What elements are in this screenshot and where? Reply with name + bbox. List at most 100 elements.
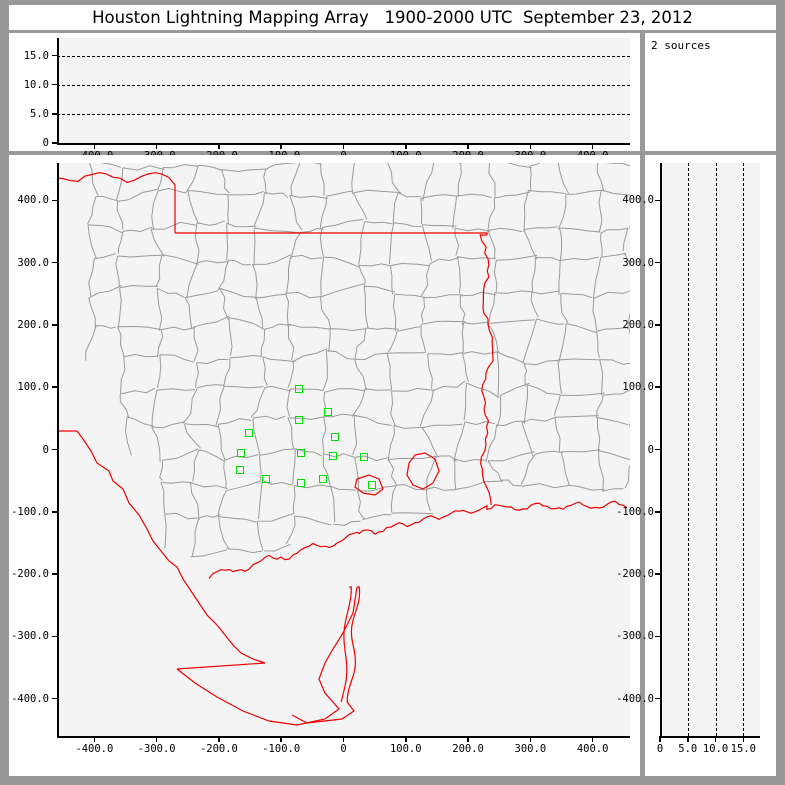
east-west-y-tick-label: 400.0 — [622, 194, 654, 207]
map-x-tick — [155, 736, 158, 742]
east-west-y-tick-label: 0 — [647, 443, 654, 456]
source-count-label: 2 sources — [651, 39, 711, 52]
map-y-tick — [52, 199, 58, 202]
lma-source-marker — [236, 449, 245, 458]
map-y-tick-label: -300.0 — [11, 630, 49, 643]
time-height-y-tick-label: 15.0 — [23, 49, 49, 62]
map-x-tick-label: 0 — [340, 743, 347, 755]
map-y-tick-label: 400.0 — [17, 194, 49, 207]
east-west-gridline — [743, 163, 745, 736]
state-and-coast-boundaries — [57, 172, 628, 726]
east-west-x-tick — [714, 736, 717, 742]
time-height-gridline — [57, 84, 630, 86]
lma-source-marker — [367, 481, 376, 489]
lma-source-marker — [331, 433, 340, 442]
time-height-y-axis — [57, 38, 59, 143]
map-x-tick-label: -200.0 — [199, 743, 238, 755]
map-y-tick — [52, 697, 58, 700]
east-west-y-tick-label: -100.0 — [616, 505, 654, 518]
map-x-tick — [218, 736, 220, 742]
plan-view-map-plot-area — [57, 163, 630, 736]
map-x-tick-label: -100.0 — [262, 743, 301, 755]
east-west-x-tick — [687, 736, 689, 742]
map-x-tick-label: -300.0 — [137, 743, 176, 755]
lma-source-marker — [296, 448, 305, 457]
time-height-x-tick — [155, 143, 158, 149]
east-west-y-tick — [655, 511, 661, 513]
map-y-tick-label: 0 — [42, 443, 49, 456]
lma-source-marker — [323, 408, 332, 417]
east-west-x-tick — [659, 736, 661, 742]
map-x-tick-label: 300.0 — [514, 743, 547, 755]
east-west-y-tick — [655, 448, 661, 451]
lma-source-marker — [296, 478, 305, 487]
east-west-y-tick-label: 200.0 — [622, 318, 654, 331]
lma-source-marker — [295, 385, 304, 394]
map-x-tick — [529, 736, 532, 742]
east-west-y-tick — [655, 261, 661, 264]
lma-source-marker — [262, 475, 271, 484]
east-west-y-tick — [655, 573, 661, 575]
time-height-y-tick — [52, 142, 58, 144]
time-height-x-tick — [280, 143, 282, 149]
time-height-y-tick — [52, 83, 58, 86]
page-title: Houston Lightning Mapping Array 1900-200… — [92, 8, 693, 27]
time-height-gridline — [57, 113, 630, 115]
time-height-y-tick-label: 5.0 — [30, 107, 49, 120]
map-x-tick — [591, 736, 594, 742]
map-y-tick — [52, 448, 58, 451]
east-west-x-tick-label: 15.0 — [730, 743, 756, 755]
map-x-tick — [93, 736, 96, 742]
lma-source-marker — [328, 451, 337, 460]
east-west-x-tick-label: 0 — [656, 743, 664, 755]
map-x-tick-label: -400.0 — [75, 743, 114, 755]
lma-source-marker — [360, 452, 369, 461]
east-west-y-tick-label: 300.0 — [622, 256, 654, 269]
county-boundaries — [85, 163, 630, 558]
east-west-x-tick-label: 5.0 — [678, 743, 698, 755]
east-west-height-panel: 400.0 300.0 200.0 100.0 0 -100.0 -200.0 -300.0 -… — [616, 155, 776, 776]
map-x-tick — [405, 736, 407, 742]
title-bar: Houston Lightning Mapping Array 1900-200… — [9, 5, 776, 30]
map-x-tick-label: 400.0 — [576, 743, 609, 755]
map-y-tick — [52, 324, 58, 326]
map-y-tick-label: 300.0 — [17, 256, 49, 269]
time-height-y-tick-label: 0 — [42, 137, 49, 149]
time-height-plot-area — [57, 38, 630, 143]
time-height-x-tick — [218, 143, 220, 149]
map-y-tick — [52, 386, 58, 388]
lma-source-marker — [295, 415, 304, 424]
east-west-plot-area — [660, 163, 760, 736]
plan-view-map-panel: 400.0 300.0 200.0 100.0 0 -100.0 -200.0 -300.0 -… — [9, 155, 640, 776]
east-west-x-tick-label: 10.0 — [702, 743, 729, 755]
east-west-y-tick-label: -300.0 — [616, 630, 654, 643]
lma-source-marker — [236, 466, 245, 475]
time-height-y-tick — [52, 113, 58, 115]
map-x-tick-label: 100.0 — [389, 743, 422, 755]
east-west-x-axis — [660, 736, 760, 738]
east-west-y-tick — [655, 324, 661, 326]
east-west-y-tick — [655, 386, 661, 388]
time-height-x-tick — [342, 143, 345, 149]
lma-source-marker — [318, 475, 327, 484]
time-height-x-tick — [405, 143, 407, 149]
map-y-tick-label: -200.0 — [11, 568, 49, 581]
time-height-x-tick — [529, 143, 532, 149]
east-west-y-tick — [655, 697, 661, 700]
time-height-x-tick — [93, 143, 96, 149]
east-west-y-tick-label: -400.0 — [616, 692, 654, 705]
east-west-x-tick — [742, 736, 745, 742]
time-height-x-tick — [467, 143, 469, 149]
time-height-x-tick — [591, 143, 594, 149]
source-count-panel: 2 sources — [645, 33, 776, 151]
map-y-tick-label: -400.0 — [11, 692, 49, 705]
map-y-tick — [52, 511, 58, 513]
east-west-gridline — [687, 163, 689, 736]
east-west-y-tick — [655, 635, 661, 638]
time-height-y-tick-label: 10.0 — [23, 78, 49, 91]
map-x-tick — [342, 736, 345, 742]
east-west-y-tick — [655, 199, 661, 202]
map-y-tick-label: -100.0 — [11, 505, 49, 518]
east-west-y-tick-label: 100.0 — [622, 381, 654, 394]
time-height-gridline — [57, 55, 630, 57]
